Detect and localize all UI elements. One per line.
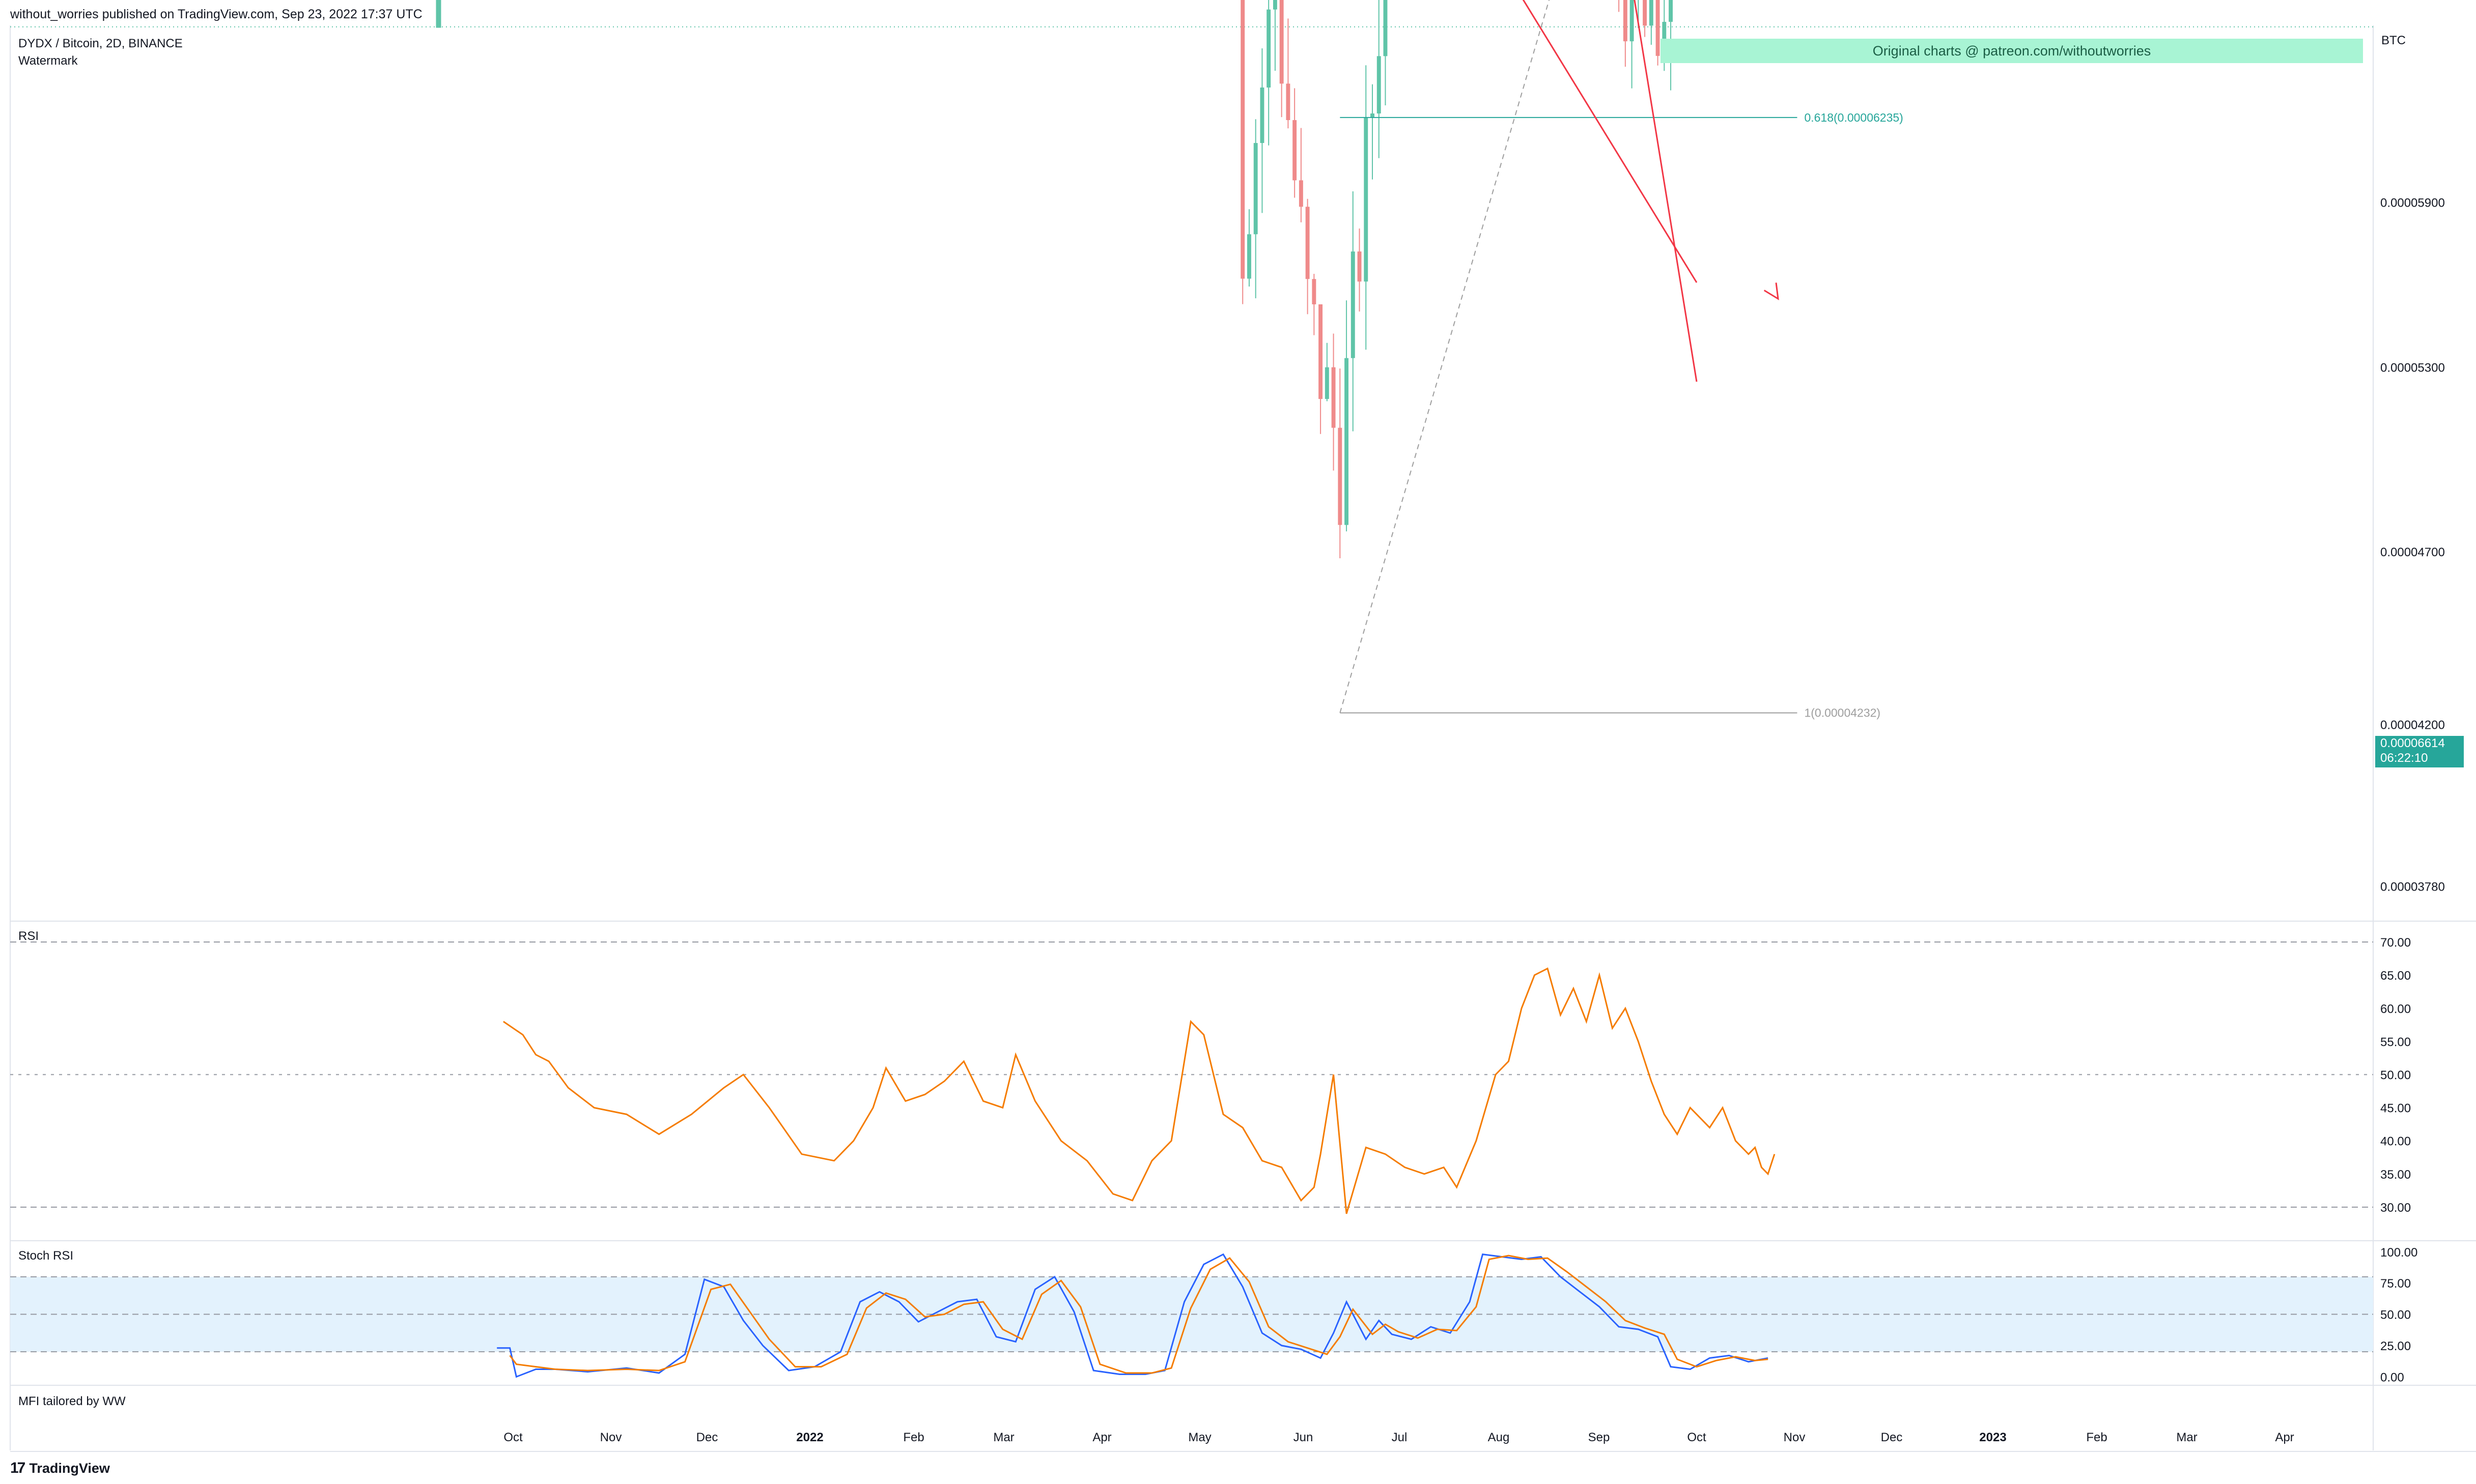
rsi-panel-title: RSI — [18, 929, 39, 943]
stoch-tick-label: 50.00 — [2380, 1308, 2411, 1322]
candle-body — [1312, 279, 1316, 305]
time-tick-label: Feb — [2086, 1431, 2107, 1444]
tradingview-logo-icon: 17 — [10, 1460, 25, 1476]
candle-body — [1383, 0, 1388, 56]
rsi-line — [503, 967, 1776, 1214]
candle-body — [1643, 0, 1647, 26]
time-tick-label: Dec — [696, 1431, 718, 1444]
rsi-tick-label: 30.00 — [2380, 1201, 2411, 1215]
stoch-tick-label: 75.00 — [2380, 1277, 2411, 1291]
candle-body — [1299, 180, 1303, 207]
bar-countdown: 06:22:10 — [2380, 751, 2428, 765]
time-tick-label: Mar — [993, 1431, 1014, 1444]
tradingview-footer[interactable]: 17 TradingView — [10, 1460, 110, 1477]
time-tick-label: Nov — [600, 1431, 622, 1444]
time-tick-label: Jul — [1392, 1431, 1408, 1444]
symbol-title: DYDX / Bitcoin, 2D, BINANCE — [18, 37, 183, 50]
candle-body — [1623, 0, 1627, 42]
stoch-panel-title: Stoch RSI — [18, 1249, 74, 1263]
rsi-tick-label: 65.00 — [2380, 969, 2411, 983]
candle-body — [1325, 367, 1329, 399]
promo-banner[interactable]: Original charts @ patreon.com/withoutwor… — [1661, 39, 2363, 63]
time-tick-label: Apr — [2275, 1431, 2294, 1444]
candle-body — [1273, 0, 1277, 10]
support-trend-line — [1522, 0, 1698, 283]
candle-body — [1318, 304, 1323, 399]
candle-body — [1629, 0, 1634, 42]
candle-body — [1305, 207, 1310, 279]
time-tick-label: Oct — [1687, 1431, 1706, 1444]
price-tick-label: 0.00005900 — [2380, 196, 2445, 210]
watermark-label: Watermark — [18, 54, 78, 68]
rsi-tick-label: 40.00 — [2380, 1135, 2411, 1149]
time-tick-label: Apr — [1092, 1431, 1111, 1444]
candle-body — [1370, 113, 1374, 118]
time-tick-label: Sep — [1588, 1431, 1610, 1444]
candle-body — [1350, 251, 1355, 358]
fib-level-label: 0.618(0.00006235) — [1804, 111, 1903, 124]
candle-body — [1279, 0, 1284, 84]
time-tick-label: Mar — [2176, 1431, 2197, 1444]
stoch-k-line — [497, 1253, 1768, 1378]
arrow-head-icon — [1763, 282, 1779, 301]
candle-body — [1292, 120, 1297, 181]
candle-body — [1364, 117, 1368, 282]
candle-body — [1331, 367, 1336, 428]
rsi-tick-label: 50.00 — [2380, 1068, 2411, 1082]
time-tick-label: Feb — [903, 1431, 924, 1444]
candle-body — [1344, 358, 1349, 525]
candle-body — [1376, 56, 1381, 113]
candle-body — [1260, 87, 1264, 143]
candle-body — [1649, 0, 1653, 26]
stoch-d-line — [509, 1254, 1768, 1374]
time-tick-label: May — [1188, 1431, 1211, 1444]
price-tick-label: 0.00005300 — [2380, 361, 2445, 375]
candle-body — [1241, 0, 1245, 279]
price-tick-label: 0.00004200 — [2380, 719, 2445, 732]
stoch-tick-label: 0.00 — [2380, 1371, 2404, 1384]
resistance-trend-line — [1634, 0, 1698, 382]
candle-body — [1357, 251, 1362, 282]
candle-body — [1253, 142, 1258, 235]
time-tick-label: Oct — [503, 1431, 523, 1444]
candle-body — [1286, 83, 1290, 120]
fib-trend-line — [1339, 0, 1550, 713]
last-price: 0.00006614 — [2380, 736, 2445, 750]
time-tick-label: Aug — [1488, 1431, 1510, 1444]
stoch-tick-label: 25.00 — [2380, 1339, 2411, 1353]
stoch-tick-label: 100.00 — [2380, 1246, 2417, 1260]
publisher-line: without_worries published on TradingView… — [10, 7, 423, 21]
rsi-tick-label: 70.00 — [2380, 936, 2411, 950]
last-price-tag: 0.00006614 06:22:10 — [2375, 736, 2464, 767]
price-tick-label: 0.00004700 — [2380, 546, 2445, 559]
price-tick-label: 0.00003780 — [2380, 880, 2445, 894]
candle-body — [1338, 427, 1342, 525]
time-tick-label: 2022 — [796, 1431, 823, 1444]
candle-body — [1267, 9, 1271, 88]
mfi-panel-title: MFI tailored by WW — [18, 1394, 126, 1408]
time-tick-label: Jun — [1293, 1431, 1313, 1444]
candle-body — [1247, 234, 1251, 279]
candle-body — [1669, 0, 1673, 22]
time-tick-label: Nov — [1784, 1431, 1806, 1444]
fib-level-label: 1(0.00004232) — [1804, 706, 1880, 720]
currency-label: BTC — [2381, 34, 2406, 47]
rsi-tick-label: 55.00 — [2380, 1035, 2411, 1049]
rsi-tick-label: 60.00 — [2380, 1002, 2411, 1016]
candle-body — [1655, 0, 1660, 56]
time-tick-label: Dec — [1881, 1431, 1903, 1444]
listing-spike-candle — [436, 0, 441, 28]
time-tick-label: 2023 — [1979, 1431, 2006, 1444]
rsi-tick-label: 35.00 — [2380, 1168, 2411, 1182]
tradingview-brand: TradingView — [29, 1460, 110, 1476]
rsi-tick-label: 45.00 — [2380, 1102, 2411, 1116]
